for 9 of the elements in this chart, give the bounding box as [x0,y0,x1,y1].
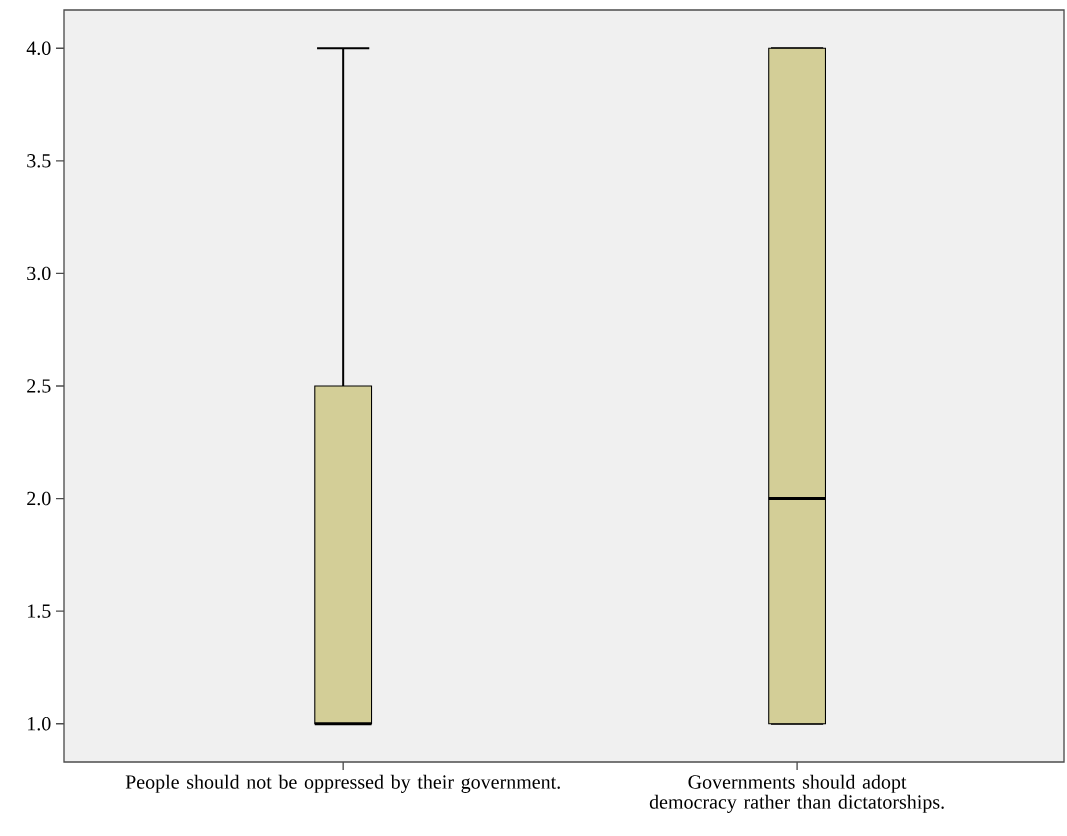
y-tick-label: 4.0 [26,41,51,56]
y-tick-label: 2.0 [27,491,51,506]
y-tick-label: 1.5 [28,604,51,618]
x-tick-label: Governments should adopt democracy rather than dictatorships. [649,774,944,813]
y-tick-label: 2.5 [27,379,51,393]
y-tick-label: 1.0 [28,716,51,731]
x-tick-label: People should not be oppressed by their government. [125,774,560,793]
y-tick-label: 3.5 [27,154,51,168]
y-tick-label: 3.0 [27,266,51,281]
